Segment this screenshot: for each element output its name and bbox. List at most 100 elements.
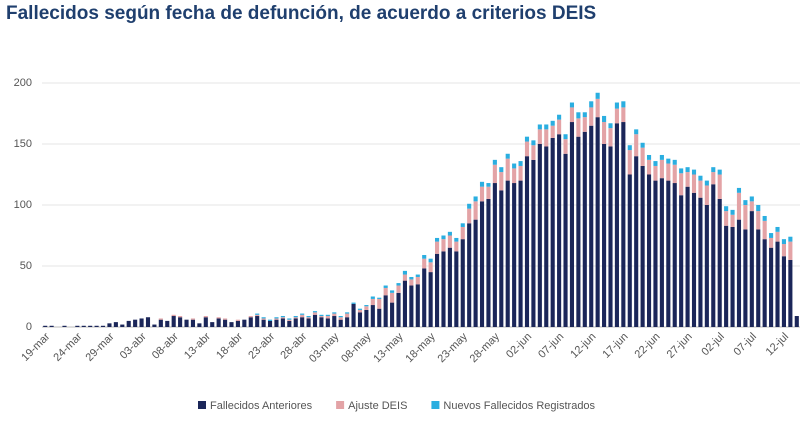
bar-segment — [383, 295, 388, 327]
bar-segment — [518, 165, 523, 181]
bar-segment — [152, 324, 157, 327]
bar-segment — [781, 239, 786, 245]
bar-segment — [685, 186, 690, 327]
bar-segment — [435, 237, 440, 242]
x-tick-label: 02-jul — [699, 331, 727, 359]
bar-segment — [306, 318, 311, 327]
bar-segment — [171, 316, 176, 327]
bar-segment — [730, 214, 735, 227]
bar-segment — [518, 180, 523, 327]
bar-segment — [441, 251, 446, 327]
x-tick-label: 23-may — [436, 330, 471, 365]
bar-segment — [781, 244, 786, 257]
x-tick-label: 03-may — [307, 330, 342, 365]
bar-segment — [685, 167, 690, 173]
bar-segment — [794, 316, 799, 327]
bar-segment — [524, 136, 530, 142]
bar-segment — [627, 150, 632, 175]
bar-segment — [769, 237, 774, 248]
bar-segment — [512, 168, 517, 184]
bar-segment — [627, 145, 632, 151]
bar-segment — [447, 231, 452, 236]
x-tick-label: 08-abr — [150, 330, 181, 361]
bar-segment — [479, 186, 485, 202]
bar-segment — [332, 313, 337, 317]
bar-segment — [345, 313, 350, 318]
bar-segment — [582, 117, 587, 132]
bar-segment — [781, 256, 786, 327]
bar-segment — [589, 101, 594, 108]
bar-segment — [332, 316, 337, 327]
bar-segment — [531, 145, 536, 160]
bar-segment — [312, 312, 318, 315]
bar-segment — [582, 112, 587, 118]
bar-segment — [634, 129, 639, 135]
bar-segment — [621, 101, 626, 108]
bar-segment — [666, 163, 671, 181]
x-tick-label: 13-abr — [182, 330, 213, 361]
legend-swatch — [431, 401, 440, 409]
bar-segment — [608, 146, 613, 327]
bar-segment — [242, 319, 247, 327]
y-tick-label: 0 — [26, 321, 32, 333]
bar-segment — [743, 200, 748, 205]
bar-segment — [679, 168, 684, 174]
bar-segment — [145, 317, 151, 327]
x-tick-label: 24-mar — [51, 330, 84, 363]
bar-segment — [756, 229, 761, 327]
bar-segment — [595, 117, 600, 327]
bar-segment — [608, 123, 613, 129]
bar-segment — [178, 317, 183, 327]
bar-segment — [621, 107, 626, 123]
bar-segment — [216, 317, 221, 319]
x-tick-label: 28-may — [468, 330, 503, 365]
bar-segment — [473, 201, 478, 220]
bar-segment — [255, 314, 260, 317]
bar-segment — [486, 198, 491, 327]
bar-segment — [345, 317, 350, 327]
bar-segment — [415, 276, 420, 285]
bar-segment — [402, 270, 407, 275]
bar-segment — [653, 165, 658, 181]
bar-segment — [666, 158, 671, 164]
bar-segment — [267, 319, 273, 321]
bar-segment — [717, 198, 722, 327]
bar-segment — [190, 319, 196, 327]
bar-segment — [672, 159, 677, 165]
bar-segment — [428, 262, 433, 273]
bar-segment — [460, 239, 465, 327]
bar-segment — [672, 183, 677, 327]
bar-segment — [223, 318, 228, 320]
bar-segment — [409, 285, 414, 327]
bar-segment — [190, 318, 196, 320]
bar-segment — [364, 309, 369, 327]
bar-segment — [280, 316, 285, 318]
bar-segment — [717, 174, 722, 199]
x-tick-label: 23-abr — [246, 330, 277, 361]
y-tick-label: 200 — [14, 77, 32, 89]
bar-segment — [396, 285, 401, 293]
bar-segment — [357, 308, 363, 310]
bar-segment — [769, 247, 774, 327]
bar-segment — [505, 158, 510, 181]
bar-segment — [261, 318, 266, 320]
bar-segment — [261, 317, 266, 319]
bar-segment — [711, 172, 716, 185]
bar-segment — [756, 205, 761, 212]
bar-segment — [235, 319, 240, 321]
bar-segment — [743, 229, 748, 327]
legend-label: Fallecidos Anteriores — [210, 400, 313, 412]
bar-segment — [659, 154, 664, 160]
bar-segment — [608, 128, 613, 147]
bar-segment — [621, 122, 626, 327]
bar-segment — [306, 317, 311, 319]
bar-segment — [312, 311, 318, 313]
chart-title: Fallecidos según fecha de defunción, de … — [6, 3, 596, 24]
x-tick-label: 12-jun — [568, 331, 598, 361]
bar-segment — [422, 268, 427, 327]
bar-segment — [576, 118, 581, 137]
bar-segment — [659, 159, 664, 179]
bar-segment — [691, 169, 697, 175]
x-tick-label: 22-jun — [633, 331, 663, 361]
